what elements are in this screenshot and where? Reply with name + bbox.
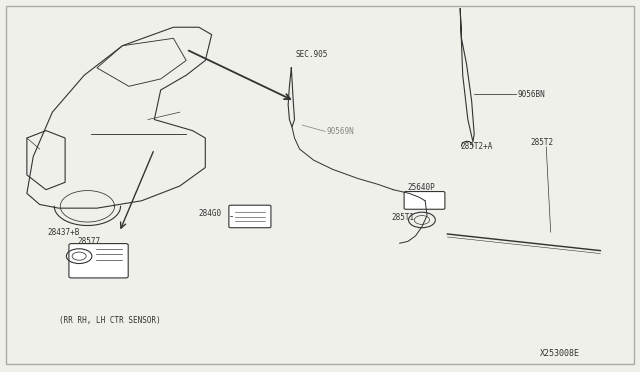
Text: 25640P: 25640P	[408, 183, 436, 192]
Text: 285T2: 285T2	[531, 138, 554, 147]
FancyBboxPatch shape	[404, 192, 445, 209]
Text: 90569N: 90569N	[326, 127, 354, 136]
Text: 9056BN: 9056BN	[518, 90, 545, 99]
FancyBboxPatch shape	[69, 244, 128, 278]
FancyBboxPatch shape	[229, 205, 271, 228]
Text: 28437+B: 28437+B	[47, 228, 79, 237]
Text: SEC.905: SEC.905	[296, 50, 328, 59]
Text: 285T2+A: 285T2+A	[460, 142, 493, 151]
Text: 28577: 28577	[78, 237, 101, 246]
Text: X253008E: X253008E	[540, 349, 580, 358]
Text: (RR RH, LH CTR SENSOR): (RR RH, LH CTR SENSOR)	[59, 315, 161, 325]
Text: 284G0: 284G0	[199, 209, 222, 218]
Text: 285T1: 285T1	[392, 213, 415, 222]
